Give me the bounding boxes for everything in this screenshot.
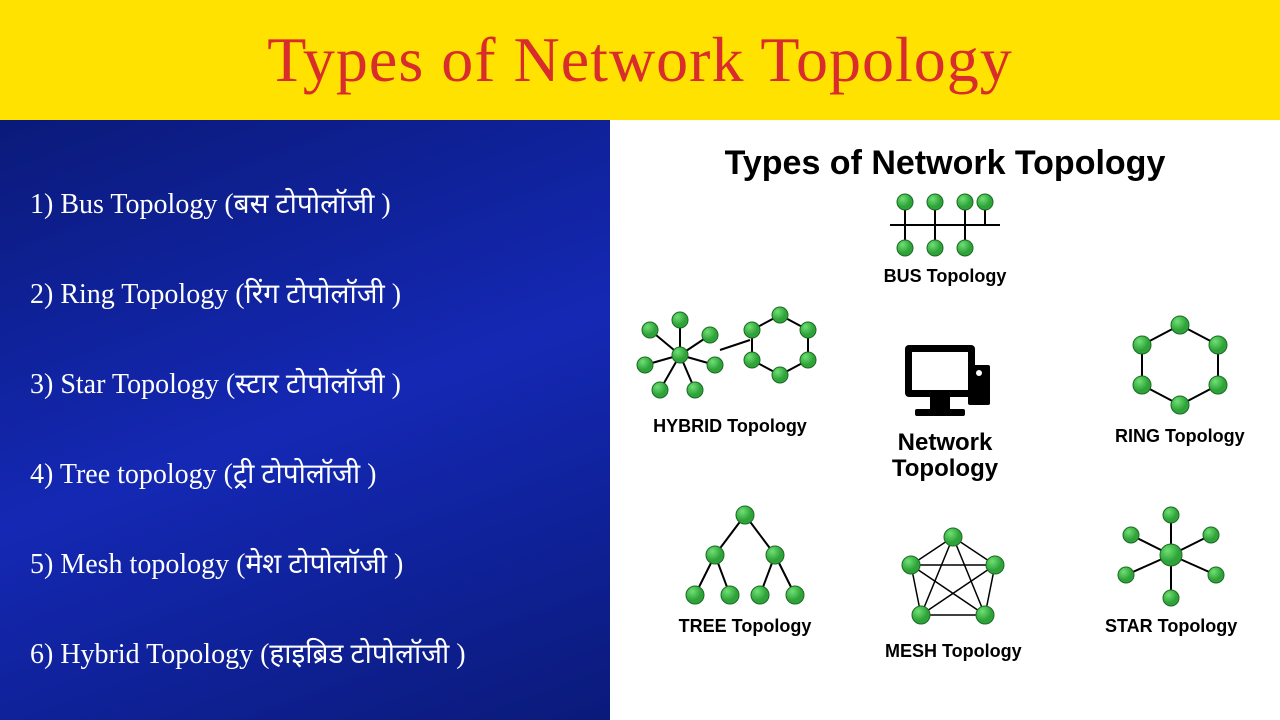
- list-item: 4) Tree topology (ट्री टोपोलॉजी ): [30, 457, 590, 493]
- list-item: 6) Hybrid Topology (हाइब्रिड टोपोलॉजी ): [30, 637, 590, 673]
- star-topology-icon: [1106, 500, 1236, 610]
- bus-topology-cell: BUS Topology: [880, 190, 1010, 288]
- content-row: 1) Bus Topology (बस टोपोलॉजी ) 2) Ring T…: [0, 120, 1280, 720]
- header-banner: Types of Network Topology: [0, 0, 1280, 120]
- center-cell: NetworkTopology: [890, 335, 1000, 483]
- hybrid-topology-cell: HYBRID Topology: [630, 300, 830, 438]
- star-topology-cell: STAR Topology: [1105, 500, 1237, 638]
- diagram-title: Types of Network Topology: [630, 144, 1260, 183]
- ring-topology-label: RING Topology: [1115, 426, 1245, 448]
- list-item: 1) Bus Topology (बस टोपोलॉजी ): [30, 187, 590, 223]
- page-title: Types of Network Topology: [267, 23, 1012, 97]
- hybrid-topology-label: HYBRID Topology: [653, 416, 807, 438]
- bus-topology-icon: [880, 190, 1010, 260]
- list-item: 5) Mesh topology (मेश टोपोलॉजी ): [30, 547, 590, 583]
- center-label: NetworkTopology: [892, 430, 998, 483]
- diagram-panel: Types of Network Topology: [610, 120, 1280, 720]
- list-item: 3) Star Topology (स्टार टोपोलॉजी ): [30, 367, 590, 403]
- mesh-topology-cell: MESH Topology: [885, 525, 1022, 663]
- mesh-topology-label: MESH Topology: [885, 641, 1022, 663]
- ring-topology-cell: RING Topology: [1115, 310, 1245, 448]
- bus-topology-label: BUS Topology: [884, 266, 1007, 288]
- ring-topology-icon: [1120, 310, 1240, 420]
- star-topology-label: STAR Topology: [1105, 616, 1237, 638]
- hybrid-topology-icon: [630, 300, 830, 410]
- topology-list-panel: 1) Bus Topology (बस टोपोलॉजी ) 2) Ring T…: [0, 120, 610, 720]
- mesh-topology-icon: [893, 525, 1013, 635]
- tree-topology-label: TREE Topology: [679, 616, 812, 638]
- tree-topology-cell: TREE Topology: [670, 500, 820, 638]
- computer-icon: [890, 335, 1000, 430]
- list-item: 2) Ring Topology (रिंग टोपोलॉजी ): [30, 277, 590, 313]
- tree-topology-icon: [670, 500, 820, 610]
